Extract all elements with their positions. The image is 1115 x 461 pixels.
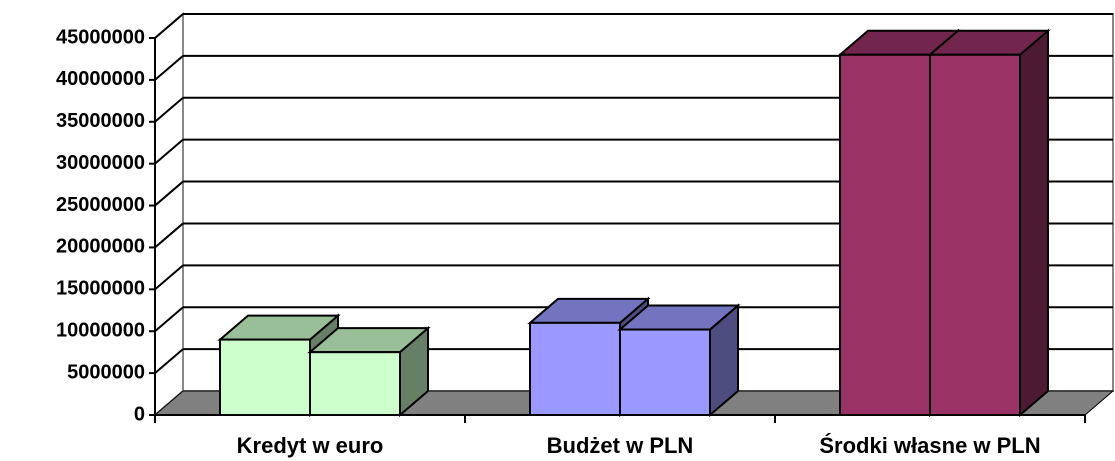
grid-line: [154, 55, 184, 81]
bar: [929, 53, 1021, 416]
bar: [219, 338, 311, 417]
bar: [619, 328, 711, 416]
grid-line: [154, 180, 184, 207]
y-tick-label: 20000000: [56, 236, 145, 258]
bar: [529, 321, 621, 417]
grid-line: [154, 222, 184, 249]
grid-line: [154, 138, 184, 165]
y-tick-label: 10000000: [56, 320, 145, 342]
y-tick-label: 30000000: [56, 152, 145, 174]
y-tick-label: 5000000: [67, 361, 145, 383]
bar-side: [1019, 28, 1049, 418]
grid-line: [154, 306, 184, 332]
y-tick-label: 0: [134, 403, 145, 425]
grid-line: [154, 264, 184, 291]
grid-line: [154, 13, 184, 39]
bar: [839, 53, 931, 416]
bar: [309, 351, 401, 416]
y-tick-label: 15000000: [56, 278, 145, 300]
y-tick-label: 40000000: [56, 68, 145, 90]
x-tick-label: Kredyt w euro: [237, 433, 384, 458]
y-tick-label: 45000000: [56, 26, 145, 48]
x-tick-label: Środki własne w PLN: [819, 433, 1040, 458]
x-tick-label: Budżet w PLN: [547, 433, 694, 458]
grid-line: [154, 97, 184, 123]
grid-line: [154, 348, 184, 374]
y-tick-label: 25000000: [56, 194, 145, 216]
y-tick-label: 35000000: [56, 110, 145, 132]
side-wall: [154, 11, 184, 418]
